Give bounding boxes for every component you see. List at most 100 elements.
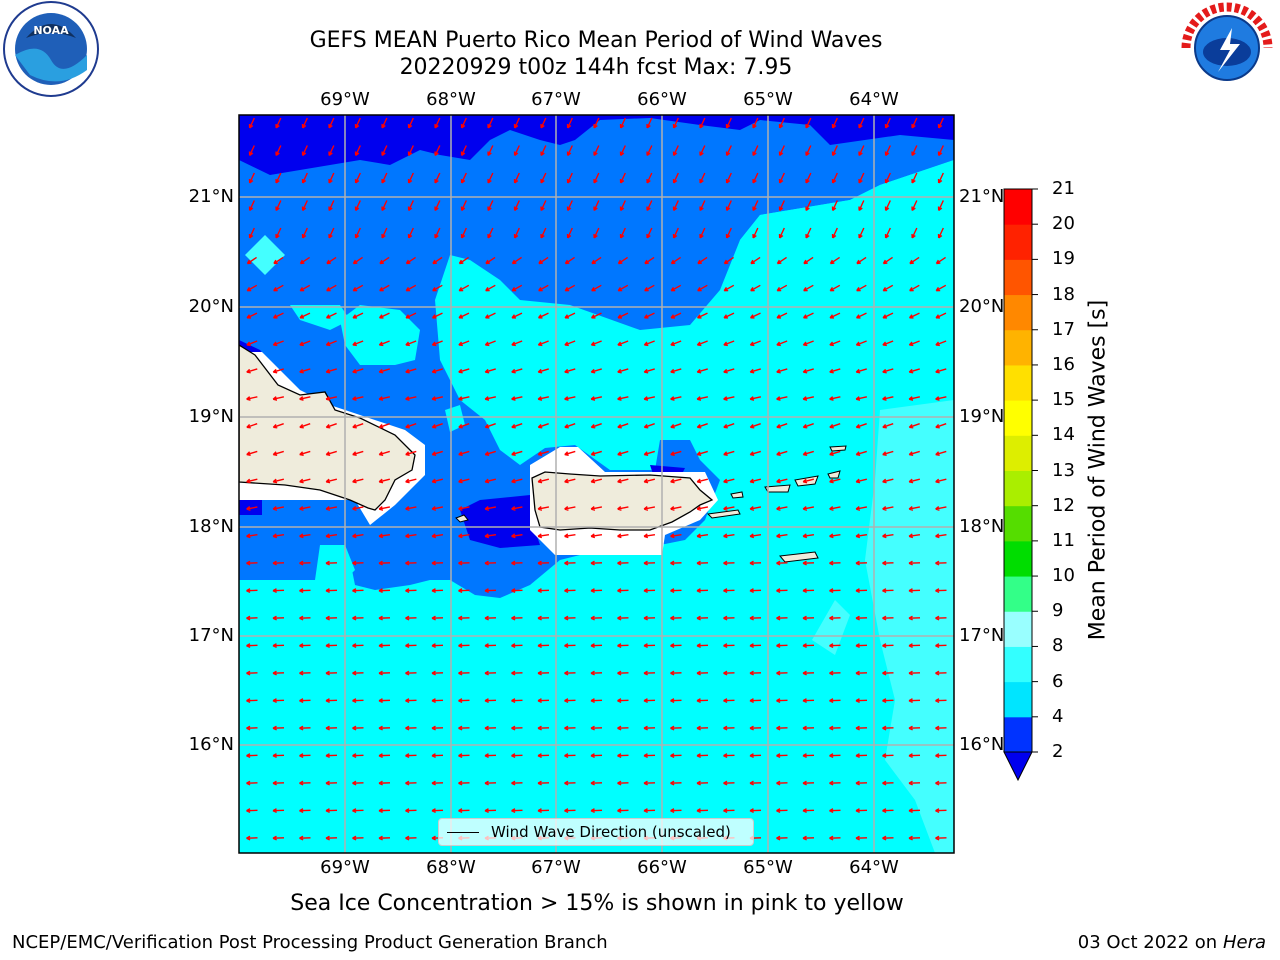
wind-arrow bbox=[537, 312, 549, 319]
lon-label-top: 67°W bbox=[531, 89, 581, 110]
wind-arrow bbox=[248, 117, 255, 129]
colorbar-segment bbox=[1004, 611, 1032, 647]
wind-arrow bbox=[246, 615, 258, 621]
wind-arrow bbox=[802, 835, 815, 841]
wind-arrow bbox=[458, 450, 470, 456]
wind-arrow bbox=[882, 423, 894, 429]
dark-blue-band-north bbox=[239, 115, 954, 175]
wind-arrow bbox=[802, 588, 815, 594]
wind-arrow bbox=[487, 145, 494, 157]
wind-arrow bbox=[805, 172, 812, 184]
wind-arrow bbox=[696, 780, 709, 786]
wind-arrow bbox=[301, 117, 308, 129]
wind-arrow bbox=[591, 256, 602, 265]
wind-arrow bbox=[248, 227, 255, 239]
wind-arrow bbox=[458, 698, 470, 704]
wind-arrow bbox=[484, 423, 496, 429]
wind-arrow bbox=[272, 450, 284, 456]
wind-arrow bbox=[776, 835, 788, 841]
colorbar-segment bbox=[1004, 716, 1032, 753]
wind-arrow bbox=[776, 506, 788, 511]
wind-arrow bbox=[405, 615, 417, 621]
wind-arrow bbox=[749, 506, 762, 511]
wind-arrow bbox=[725, 172, 732, 184]
wind-arrow bbox=[566, 172, 573, 184]
wind-arrow bbox=[513, 172, 520, 184]
wind-arrow bbox=[405, 340, 417, 347]
wind-arrow bbox=[511, 368, 523, 374]
wind-arrow bbox=[378, 423, 390, 429]
wind-arrow bbox=[935, 780, 947, 786]
wind-arrow bbox=[884, 117, 891, 129]
wind-arrow bbox=[672, 117, 679, 129]
colorbar-segment bbox=[1004, 681, 1032, 718]
wind-arrow bbox=[379, 256, 390, 265]
wind-arrow bbox=[431, 780, 444, 786]
wind-arrow bbox=[537, 368, 549, 374]
wind-arrow bbox=[378, 808, 391, 814]
wind-arrow bbox=[723, 312, 735, 319]
wind-arrow bbox=[590, 698, 603, 704]
wind-arrow bbox=[778, 117, 785, 129]
wind-arrow bbox=[829, 533, 841, 539]
wind-arrow bbox=[908, 808, 921, 814]
wind-arrow bbox=[935, 533, 947, 539]
wind-arrow bbox=[643, 478, 656, 484]
wind-arrow bbox=[723, 588, 735, 594]
wind-arrow bbox=[908, 560, 921, 566]
wind-arrow bbox=[937, 227, 944, 239]
wind-arrow bbox=[858, 227, 865, 239]
wind-arrow bbox=[328, 172, 335, 184]
wind-arrow bbox=[564, 450, 576, 456]
colorbar-tick-label: 4 bbox=[1052, 705, 1064, 727]
footer-machine: Hera bbox=[1222, 932, 1266, 953]
wind-arrow bbox=[511, 423, 523, 429]
wind-arrow bbox=[484, 588, 497, 594]
wind-arrow bbox=[352, 835, 364, 841]
wind-arrow bbox=[829, 368, 841, 374]
wind-arrow bbox=[590, 368, 602, 374]
wind-arrow bbox=[458, 533, 470, 539]
wind-arrow bbox=[752, 117, 759, 129]
wind-arrow bbox=[831, 117, 838, 129]
wind-arrow bbox=[909, 284, 920, 292]
wind-arrow bbox=[301, 200, 308, 212]
wind-arrow bbox=[802, 670, 815, 676]
wind-arrow bbox=[831, 200, 838, 212]
wind-arrow bbox=[749, 753, 762, 759]
noaa-logo: NOAA bbox=[0, 0, 104, 100]
noaa-logo-text: NOAA bbox=[33, 24, 69, 37]
wind-arrow bbox=[352, 284, 364, 292]
wind-arrow bbox=[908, 670, 921, 676]
wind-arrow bbox=[590, 478, 603, 484]
wind-arrow bbox=[646, 117, 653, 129]
wind-arrow bbox=[299, 256, 310, 265]
wind-arrow bbox=[670, 450, 682, 456]
wind-arrow bbox=[325, 533, 338, 539]
wind-arrow bbox=[829, 340, 841, 347]
wind-arrow bbox=[935, 340, 947, 347]
wind-arrow bbox=[405, 670, 417, 676]
wind-arrow bbox=[325, 450, 337, 456]
wind-arrow bbox=[855, 340, 867, 347]
wind-arrow bbox=[696, 643, 709, 649]
colorbar-tick-label: 16 bbox=[1052, 353, 1075, 375]
wind-arrow bbox=[272, 753, 285, 759]
wind-arrow bbox=[564, 533, 576, 539]
lon-label-top: 65°W bbox=[743, 89, 793, 110]
wind-arrow bbox=[776, 670, 788, 676]
wind-arrow bbox=[484, 506, 497, 511]
wind-arrow bbox=[564, 312, 576, 319]
wind-arrow bbox=[802, 533, 815, 539]
wind-arrow bbox=[352, 256, 363, 265]
wind-arrow bbox=[699, 227, 706, 239]
wind-arrow bbox=[458, 588, 470, 594]
wind-arrow bbox=[776, 533, 788, 539]
wind-arrow bbox=[670, 670, 682, 676]
wind-arrow bbox=[326, 256, 337, 265]
wind-arrow bbox=[299, 670, 311, 676]
wind-arrow bbox=[908, 835, 921, 841]
wind-arrow bbox=[617, 588, 629, 594]
wind-arrow bbox=[882, 808, 894, 814]
wind-arrow bbox=[670, 368, 682, 374]
